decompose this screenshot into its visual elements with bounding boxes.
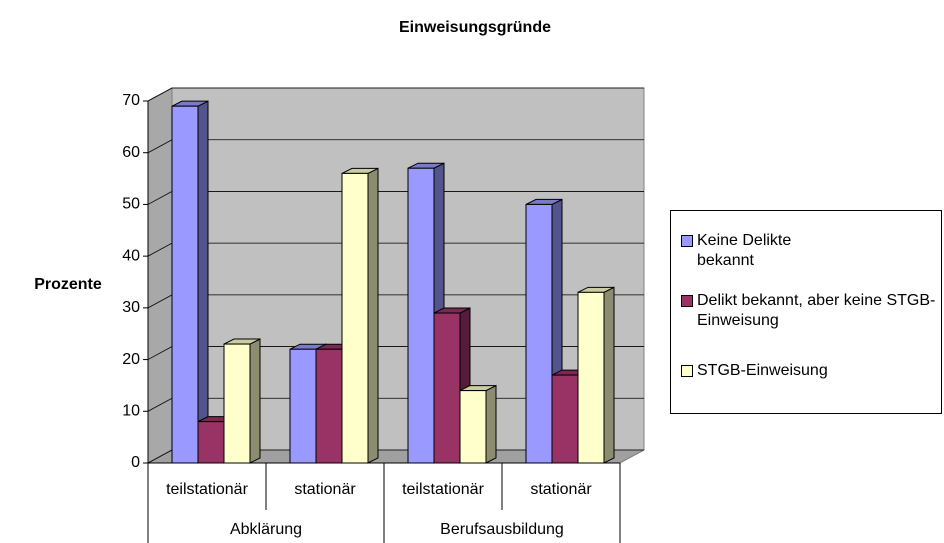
y-tick-label: 10: [122, 403, 140, 420]
y-tick-label: 0: [131, 454, 140, 471]
legend-item: Keine Delikte bekannt: [681, 231, 847, 271]
group-label: Abklärung: [230, 521, 302, 538]
y-tick-label: 40: [122, 247, 140, 264]
bar: [315, 348, 343, 464]
y-tick-label: 70: [122, 92, 140, 109]
bar: [223, 343, 251, 464]
bar: [341, 172, 369, 464]
bar: [171, 105, 199, 464]
bar-side: [367, 167, 379, 464]
side-wall: [147, 87, 173, 464]
bar: [459, 390, 487, 464]
x-tick-label: stationär: [294, 481, 356, 498]
y-tick-label: 60: [122, 144, 140, 161]
chart-title: Einweisungsgründe: [399, 19, 551, 36]
y-tick-label: 20: [122, 351, 140, 368]
bar: [433, 312, 461, 464]
legend-swatch: [681, 235, 693, 247]
legend-swatch: [681, 365, 693, 377]
bar: [551, 374, 579, 464]
group-label: Berufsausbildung: [440, 521, 564, 538]
bar-side: [485, 384, 497, 464]
y-tick-label: 50: [122, 196, 140, 213]
bar-side: [197, 100, 209, 464]
legend-item: STGB-Einweisung: [681, 361, 942, 381]
bar-side: [603, 286, 615, 464]
x-tick-label: teilstationär: [166, 481, 248, 498]
grid-line: [147, 87, 644, 102]
bar: [289, 348, 317, 464]
legend-label: Delikt bekannt, aber keine STGB-Einweisu…: [697, 292, 936, 329]
legend-swatch: [681, 295, 693, 307]
bar: [407, 167, 435, 464]
bar-side: [249, 338, 261, 464]
bar: [577, 291, 605, 464]
x-tick-label: stationär: [530, 481, 592, 498]
x-tick-label: teilstationär: [402, 481, 484, 498]
bar: [525, 203, 553, 464]
y-tick-label: 30: [122, 299, 140, 316]
legend-label: STGB-Einweisung: [697, 362, 828, 379]
legend-label: Keine Delikte bekannt: [697, 232, 792, 269]
y-axis-label: Prozente: [34, 276, 102, 293]
legend-item: Delikt bekannt, aber keine STGB-Einweisu…: [681, 291, 942, 331]
legend: Keine Delikte bekannt Delikt bekannt, abe…: [670, 210, 942, 414]
bar: [197, 421, 225, 464]
